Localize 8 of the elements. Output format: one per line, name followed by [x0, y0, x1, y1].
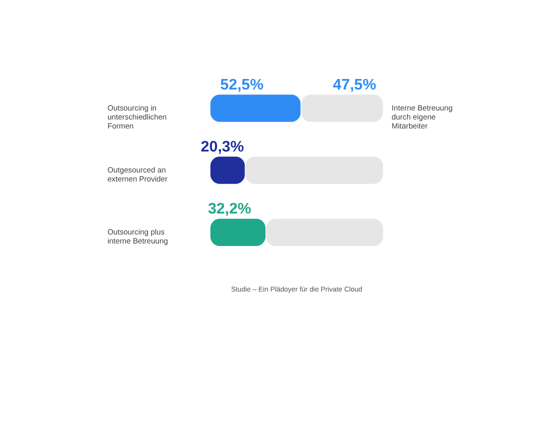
text: Interne Betreuung durch eigene Mitarbeiter [392, 103, 453, 130]
data-label: 52,5% [220, 76, 264, 94]
y-tick-label: Outgesourced an externen Provider [107, 165, 168, 184]
data-label: 32,2% [208, 200, 252, 218]
y-tick-label: Outsourcing plus interne Betreuung [107, 227, 168, 246]
data-label: 47,5% [332, 76, 377, 94]
data-label: 20,3% [200, 138, 244, 156]
y-tick-label: Outsourcing in unterschiedlichen Formen [107, 103, 167, 130]
